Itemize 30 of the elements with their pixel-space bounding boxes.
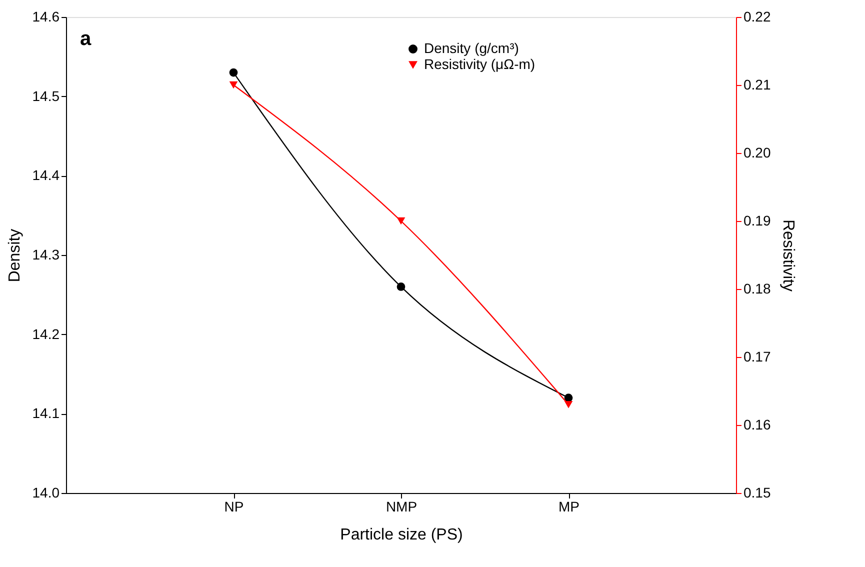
y2-tick-label: 0.19 — [744, 212, 771, 228]
y-tick-label: 14.0 — [32, 484, 60, 500]
x-axis-title: Particle size (PS) — [340, 526, 463, 544]
x-tick-label: NP — [224, 498, 244, 514]
x-tick-label: MP — [558, 498, 580, 514]
point — [229, 68, 238, 77]
y-tick-label: 14.4 — [32, 167, 60, 184]
y2-tick-label: 0.22 — [744, 8, 771, 24]
y-axis-title: Density — [6, 228, 24, 282]
y-tick-label: 14.1 — [32, 405, 60, 422]
point — [396, 217, 406, 225]
legend-label: Resistivity (μΩ-m) — [424, 56, 536, 72]
point — [564, 394, 573, 402]
y-tick-label: 14.3 — [32, 246, 60, 262]
y-tick-label: 14.5 — [32, 88, 60, 104]
annotation: a — [80, 28, 92, 50]
y-tick-label: 14.6 — [32, 8, 60, 24]
y2-tick-label: 0.18 — [744, 280, 771, 296]
legend-label: Density (g/cm³) — [424, 40, 519, 56]
y2-tick-label: 0.21 — [744, 76, 771, 92]
y2-tick-label: 0.16 — [744, 416, 771, 432]
point — [396, 282, 406, 291]
y2-tick-label: 0.15 — [744, 484, 771, 500]
point — [564, 400, 573, 408]
x-tick-label: NMP — [386, 498, 418, 514]
y2-tick-label: 0.20 — [744, 144, 771, 160]
y2-axis-title: Resistivity — [780, 219, 797, 292]
point — [229, 81, 238, 89]
y-tick-label: 14.2 — [32, 326, 60, 342]
y2-tick-label: 0.17 — [744, 348, 771, 364]
